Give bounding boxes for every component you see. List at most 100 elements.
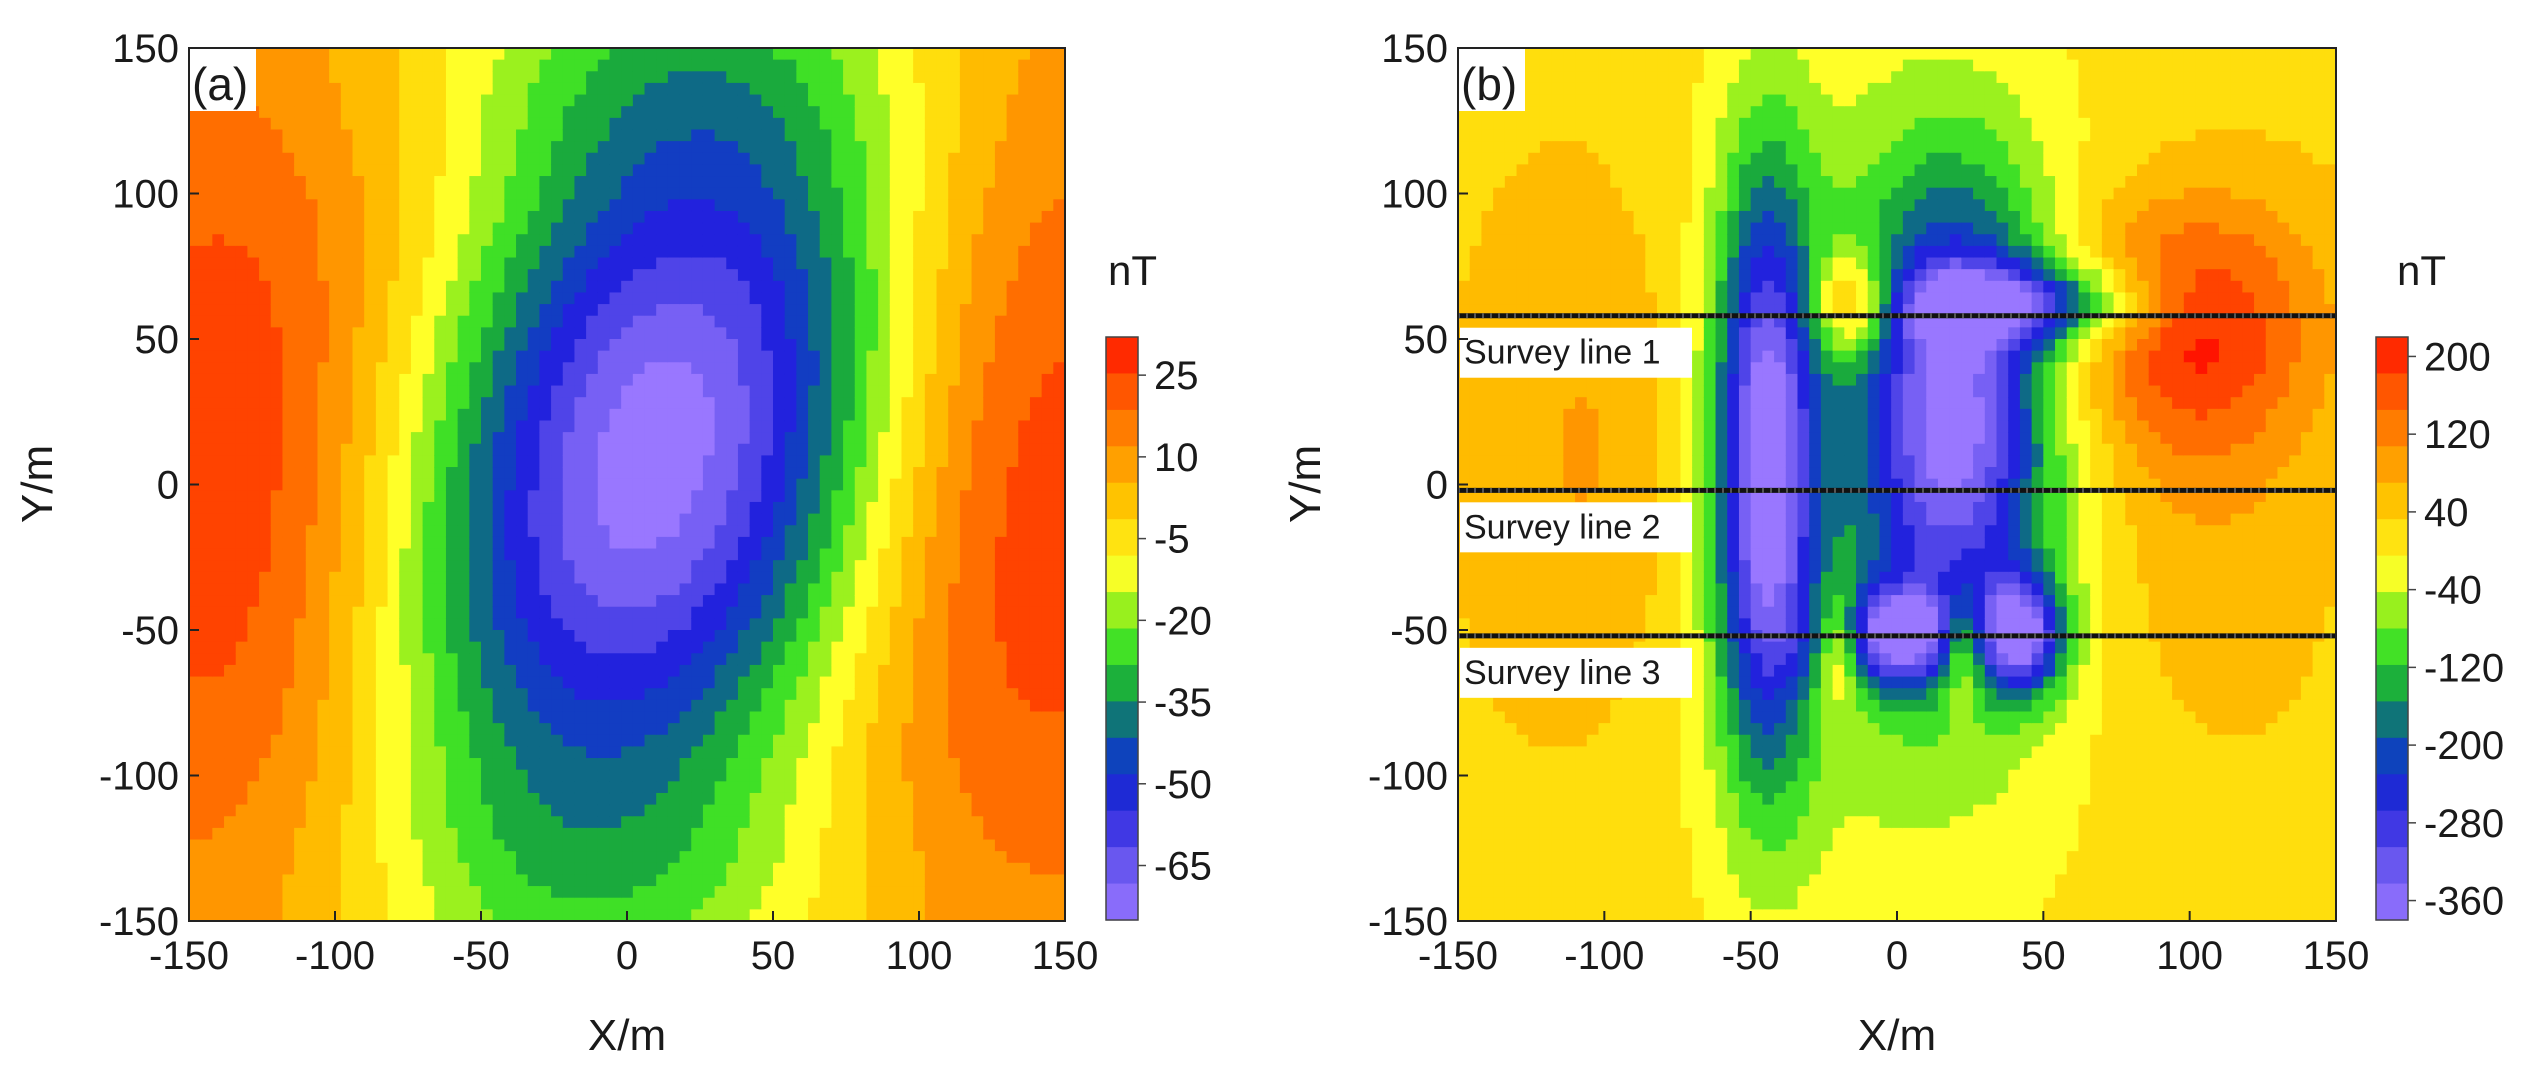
heatmap-cell	[656, 560, 669, 573]
heatmap-cell	[422, 129, 435, 142]
heatmap-cell	[212, 862, 225, 876]
heatmap-cell	[434, 676, 447, 689]
heatmap-cell	[959, 176, 973, 189]
heatmap-cell	[539, 141, 552, 154]
heatmap-cell	[527, 315, 540, 328]
heatmap-cell	[352, 455, 365, 468]
heatmap-cell	[843, 734, 856, 747]
heatmap-cell	[516, 781, 529, 794]
heatmap-cell	[597, 851, 611, 864]
heatmap-cell	[597, 618, 611, 631]
heatmap-cell	[808, 280, 821, 294]
heatmap-cell	[691, 804, 704, 817]
heatmap-cell	[843, 176, 856, 189]
heatmap-cell	[831, 816, 844, 829]
heatmap-cell	[737, 420, 751, 433]
heatmap-cell	[282, 734, 295, 747]
heatmap-cell	[889, 94, 903, 107]
heatmap-cell	[481, 48, 494, 61]
heatmap-cell	[399, 874, 412, 887]
heatmap-cell	[340, 769, 354, 782]
heatmap-cell	[679, 583, 692, 596]
heatmap-cell	[481, 548, 494, 561]
heatmap-cell	[878, 560, 891, 573]
heatmap-cell	[796, 792, 809, 806]
heatmap-cell	[761, 490, 774, 503]
heatmap-cell	[702, 315, 716, 328]
heatmap-cell	[784, 746, 797, 759]
heatmap-cell	[352, 734, 365, 747]
heatmap-cell	[270, 583, 284, 596]
heatmap-cell	[808, 141, 821, 154]
heatmap-cell	[305, 304, 319, 317]
heatmap-cell	[562, 816, 576, 829]
heatmap-cell	[224, 571, 237, 585]
heatmap-cell	[352, 513, 365, 526]
heatmap-cell	[936, 362, 949, 375]
heatmap-cell	[259, 909, 272, 921]
heatmap-cell	[305, 723, 319, 736]
heatmap-cell	[959, 304, 973, 317]
heatmap-cell	[936, 106, 949, 119]
heatmap-cell	[562, 362, 576, 375]
heatmap-cell	[481, 583, 494, 596]
heatmap-cell	[457, 455, 470, 468]
heatmap-cell	[878, 117, 891, 131]
heatmap-cell	[901, 117, 914, 131]
heatmap-cell	[632, 234, 646, 247]
heatmap-cell	[200, 583, 213, 596]
heatmap-cell	[224, 560, 237, 573]
heatmap-cell	[691, 210, 704, 224]
heatmap-cell	[959, 187, 973, 200]
heatmap-cell	[317, 513, 330, 526]
heatmap-cell	[843, 327, 856, 340]
heatmap-cell	[212, 455, 225, 468]
heatmap-cell	[656, 478, 669, 491]
heatmap-cell	[597, 467, 611, 480]
heatmap-cell	[305, 292, 319, 305]
heatmap-cell	[644, 455, 657, 468]
heatmap-cell	[247, 513, 260, 526]
heatmap-cell	[854, 862, 868, 876]
heatmap-cell	[773, 420, 786, 433]
heatmap-cell	[889, 886, 903, 899]
heatmap-cell	[796, 676, 809, 689]
heatmap-cell	[282, 723, 295, 736]
heatmap-cell	[562, 59, 576, 72]
heatmap-cell	[212, 269, 225, 282]
heatmap-cell	[364, 420, 377, 433]
heatmap-cell	[854, 595, 868, 608]
heatmap-cell	[469, 350, 482, 363]
heatmap-cell	[714, 210, 727, 224]
heatmap-cell	[224, 245, 237, 259]
heatmap-cell	[901, 909, 914, 921]
heatmap-cell	[924, 560, 938, 573]
heatmap-cell	[364, 676, 377, 689]
heatmap-cell	[445, 234, 459, 247]
heatmap-cell	[726, 827, 739, 841]
heatmap-cell	[410, 443, 424, 456]
heatmap-cell	[294, 792, 307, 806]
heatmap-cell	[609, 490, 622, 503]
heatmap-cell	[189, 455, 202, 468]
heatmap-cell	[399, 327, 412, 340]
heatmap-cell	[749, 862, 762, 876]
heatmap-cell	[586, 82, 599, 96]
heatmap-cell	[340, 455, 354, 468]
heatmap-cell	[644, 804, 657, 817]
heatmap-cell	[539, 292, 552, 305]
heatmap-cell	[527, 886, 540, 899]
heatmap-cell	[270, 59, 284, 72]
heatmap-cell	[294, 641, 307, 654]
heatmap-cell	[434, 455, 447, 468]
heatmap-cell	[504, 909, 517, 921]
heatmap-cell	[878, 315, 891, 328]
heatmap-cell	[854, 350, 868, 363]
heatmap-cell	[352, 280, 365, 294]
heatmap-cell	[574, 327, 587, 340]
heatmap-cell	[375, 71, 389, 84]
heatmap-cell	[749, 141, 762, 154]
heatmap-cell	[516, 769, 529, 782]
heatmap-cell	[270, 292, 284, 305]
heatmap-cell	[586, 117, 599, 131]
